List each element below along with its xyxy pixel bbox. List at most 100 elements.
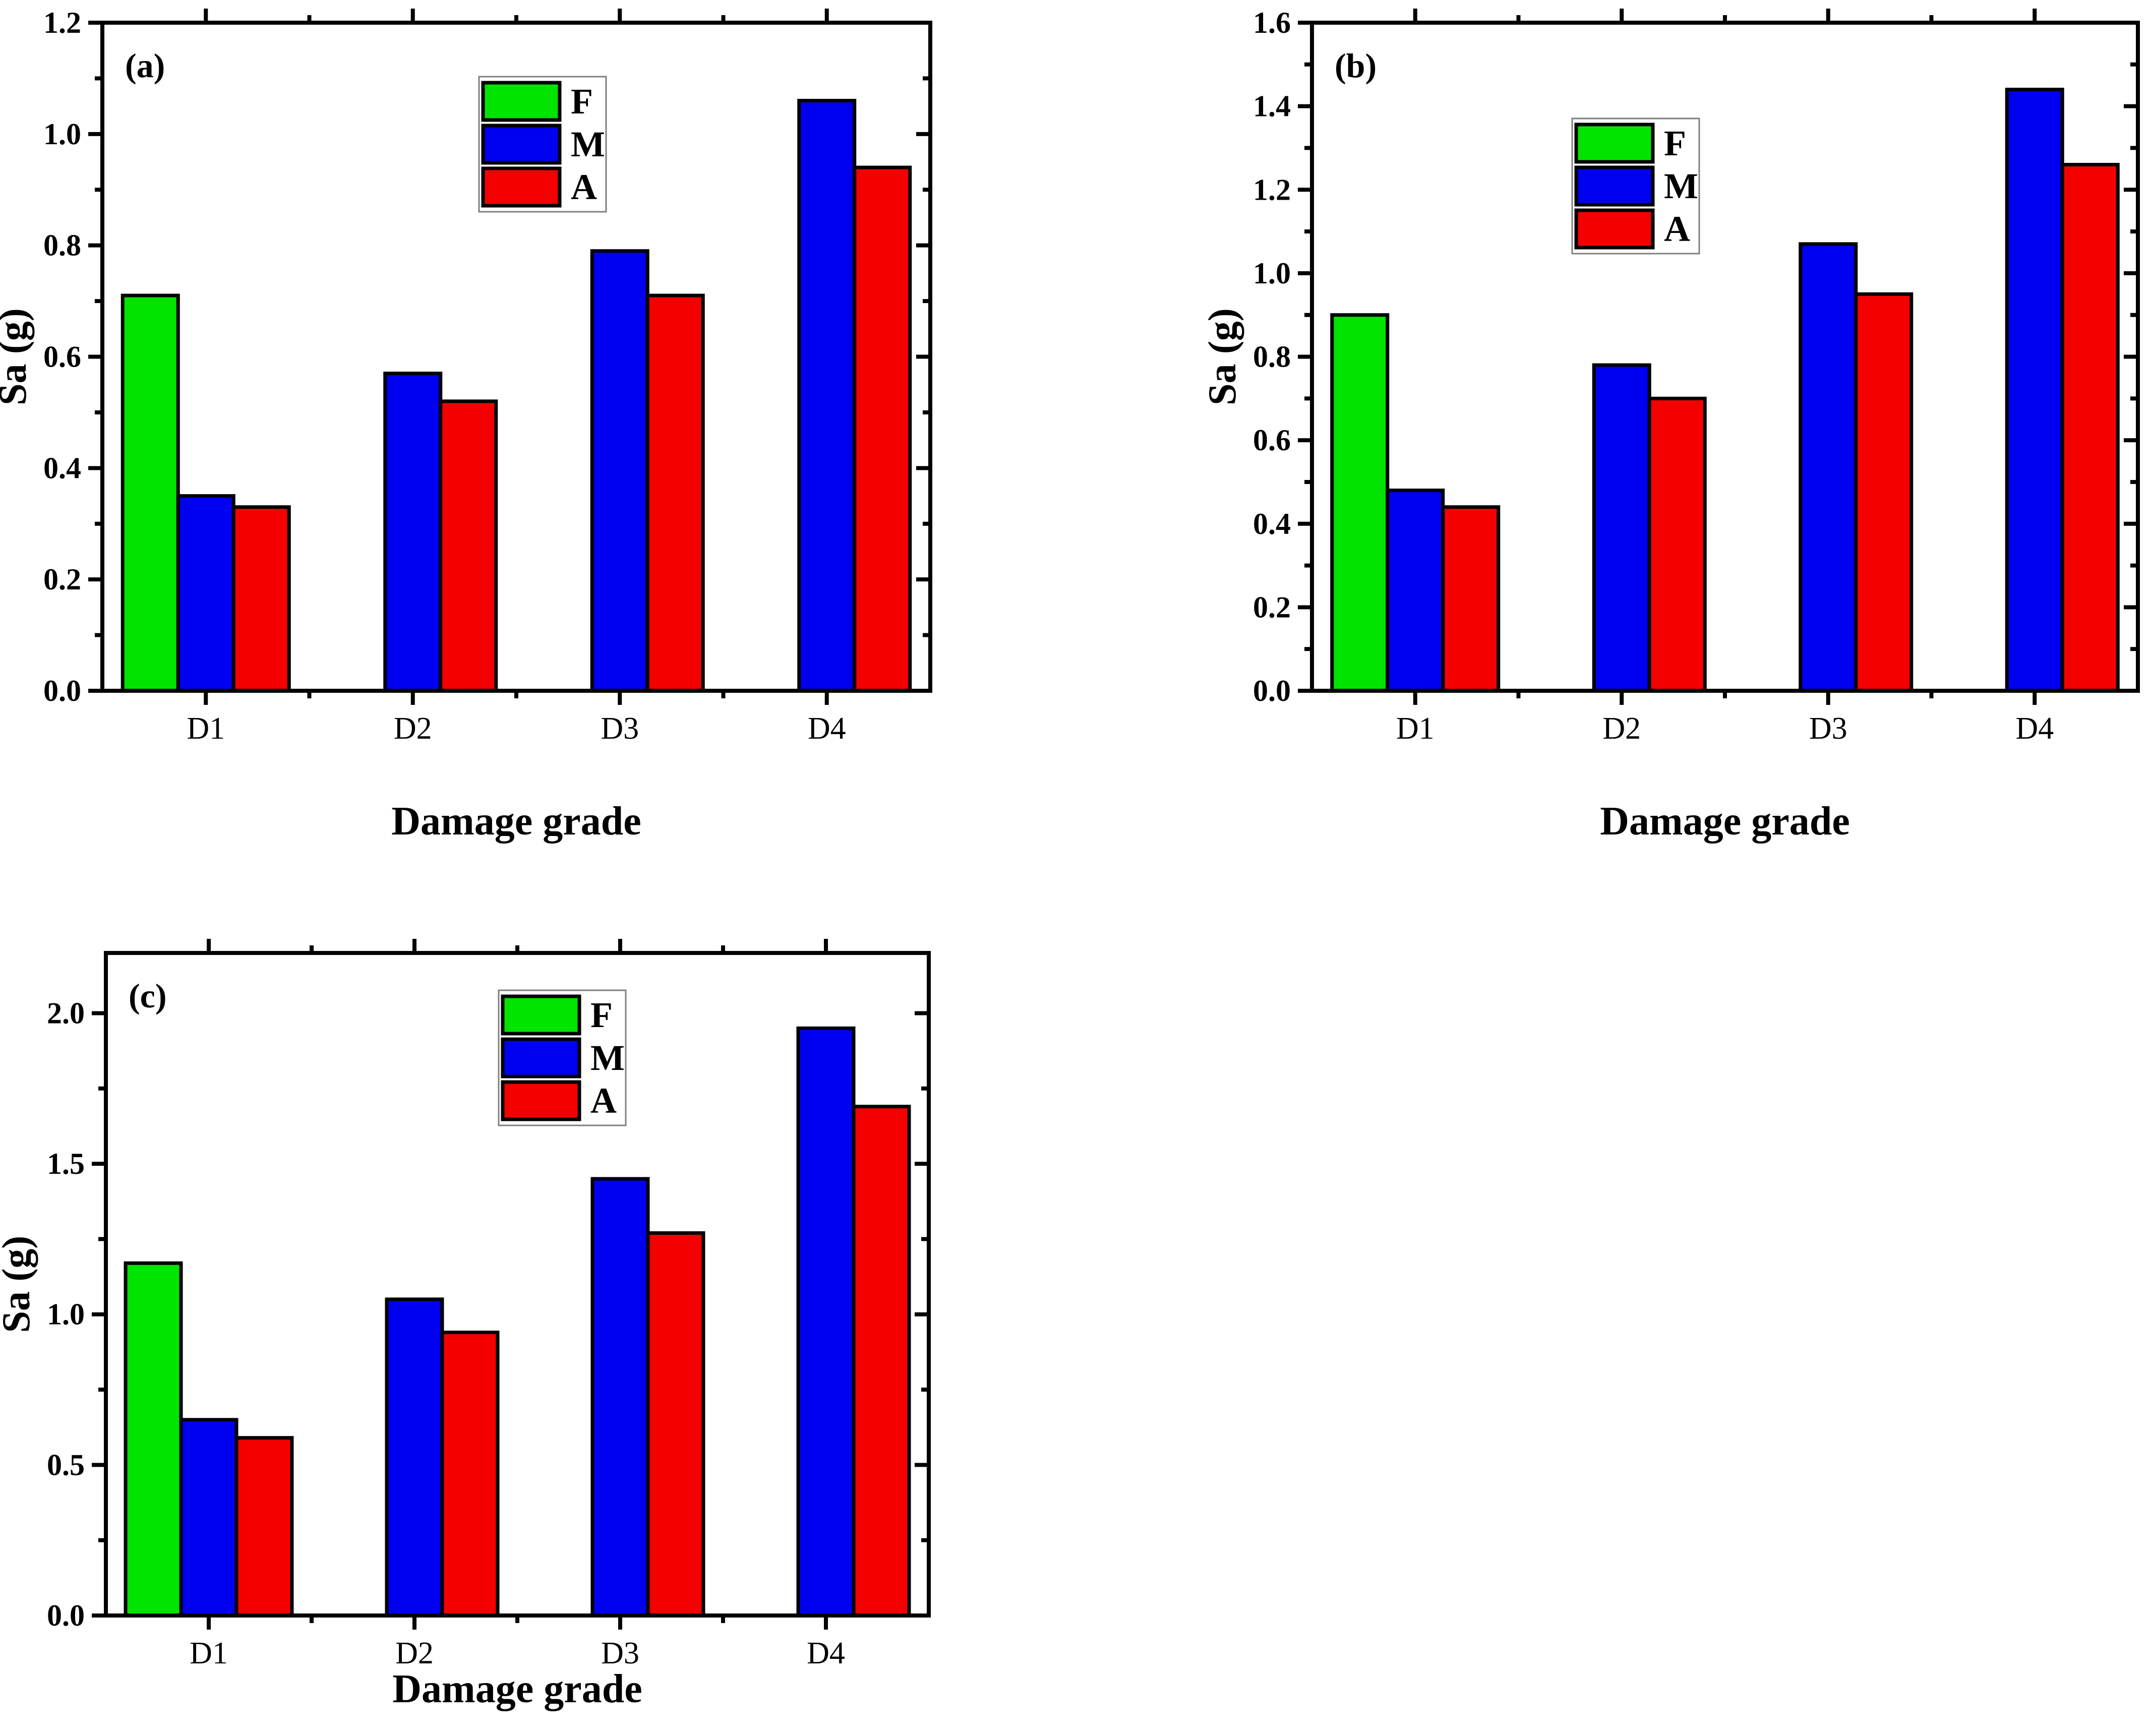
x-axis-title: Damage grade [1600, 799, 1849, 844]
legend-swatch-A [481, 166, 562, 208]
bar-D1-M [1386, 489, 1445, 693]
bar-D1-F [1330, 313, 1390, 693]
bar-D1-F [121, 293, 180, 693]
y-tick-label: 0.6 [43, 340, 81, 374]
legend-label-A: A [590, 1081, 617, 1121]
y-tick-label: 0.8 [43, 229, 81, 262]
bar-D2-A [439, 399, 498, 693]
x-tick-label: D4 [2015, 711, 2054, 746]
bar-D4-M [797, 99, 857, 693]
bar-D2-M [1592, 363, 1651, 693]
panel-label: (c) [129, 977, 166, 1015]
legend-swatch-A [1574, 208, 1655, 250]
legend: FMA [478, 76, 607, 213]
y-tick-label: 1.0 [43, 117, 81, 151]
chart-b: 0.0 0.2 0.4 0.6 0.8 1.0 1.2 1.4 1.6 D1 D2 D3 D4 Damag… [1200, 6, 2140, 844]
y-tick-label: 0.2 [43, 563, 81, 596]
x-tick-label: D4 [807, 1636, 845, 1670]
bar-D4-M [796, 1026, 856, 1618]
y-tick-label: 0.5 [47, 1448, 85, 1481]
legend-swatch-F [501, 994, 581, 1036]
y-axis-title: Sa (g) [0, 308, 34, 405]
y-axis-title: Sa (g) [0, 1236, 38, 1333]
ticks-group [92, 939, 929, 1630]
y-tick-label: 1.0 [47, 1298, 85, 1331]
chart-c: 0.0 0.5 1.0 1.5 2.0 D1 D2 D3 D4 Damage grade Sa (g… [0, 939, 931, 1711]
panel-label: (a) [125, 46, 165, 85]
legend-label-F: F [1664, 123, 1686, 163]
bar-D2-A [440, 1331, 500, 1618]
y-tick-label: 1.2 [1253, 173, 1291, 206]
bar-D4-M [2005, 88, 2064, 693]
y-tick-label: 1.6 [1253, 6, 1291, 39]
y-axis-title: Sa (g) [1200, 308, 1244, 405]
x-tick-label: D1 [190, 1636, 228, 1670]
x-tick-label: D4 [808, 711, 846, 746]
y-tick-label: 1.2 [43, 6, 81, 39]
bar-D4-A [853, 165, 912, 693]
x-tick-label: D3 [601, 1636, 639, 1670]
panel-label: (b) [1335, 46, 1377, 85]
bar-D1-M [176, 494, 235, 693]
bar-D3-M [590, 1177, 650, 1618]
bar-D1-A [231, 505, 291, 693]
x-tick-label: D3 [1809, 711, 1847, 746]
legend-label-M: M [1664, 166, 1698, 206]
bar-D2-M [385, 1297, 444, 1618]
y-tick-label: 0.8 [1253, 340, 1291, 374]
bar-D3-A [646, 1231, 705, 1618]
y-tick-label: 1.4 [1253, 90, 1291, 123]
legend-swatch-M [1574, 165, 1655, 207]
ticks-group [1298, 9, 2138, 705]
y-tick-label: 0.4 [43, 451, 81, 485]
x-axis-title: Damage grade [392, 1667, 642, 1711]
x-tick-label: D3 [601, 711, 639, 746]
y-tick-label: 1.0 [1253, 257, 1291, 290]
legend-swatch-A [501, 1080, 581, 1121]
y-tick-label: 2.0 [47, 996, 85, 1030]
bar-D3-A [645, 293, 705, 693]
legend-label-F: F [571, 81, 593, 122]
bar-D4-A [852, 1105, 911, 1618]
y-tick-label: 0.4 [1253, 507, 1291, 541]
y-tick-label: 0.0 [47, 1599, 85, 1632]
legend: FMA [498, 989, 627, 1126]
legend-swatch-F [1574, 123, 1655, 164]
bar-D4-A [2060, 163, 2120, 693]
bar-D3-A [1854, 292, 1914, 693]
x-tick-label: D2 [395, 1636, 434, 1670]
bars-group [124, 1026, 911, 1618]
bars-group [1330, 88, 2120, 693]
bar-D1-F [124, 1261, 183, 1618]
bar-D1-A [1441, 505, 1501, 693]
legend-swatch-F [481, 81, 562, 122]
bar-D1-A [234, 1436, 294, 1618]
bar-D3-M [1799, 242, 1858, 693]
legend-label-M: M [590, 1038, 625, 1078]
legend-label-M: M [571, 124, 605, 164]
chart-a: 0.0 0.2 0.4 0.6 0.8 1.0 1.2 D1 D2 D3 D4 Damage grad… [0, 6, 932, 844]
y-tick-label: 0.6 [1253, 424, 1291, 457]
y-tick-label: 0.2 [1253, 590, 1291, 624]
legend: FMA [1571, 117, 1700, 255]
legend-swatch-M [481, 124, 562, 165]
bar-D1-M [179, 1418, 238, 1618]
x-tick-label: D2 [1602, 711, 1641, 746]
x-tick-label: D1 [1396, 711, 1435, 746]
y-tick-label: 0.0 [1253, 674, 1291, 707]
legend-label-A: A [571, 167, 597, 207]
bar-D2-M [383, 372, 443, 693]
bar-D2-A [1647, 396, 1707, 693]
y-tick-label: 1.5 [47, 1147, 85, 1180]
y-tick-label: 0.0 [43, 674, 81, 707]
x-tick-label: D1 [187, 711, 225, 746]
x-tick-label: D2 [394, 711, 432, 746]
legend-label-F: F [590, 995, 613, 1035]
legend-label-A: A [1664, 209, 1690, 249]
ticks-group [88, 9, 930, 705]
legend-swatch-M [501, 1037, 581, 1079]
x-axis-title: Damage grade [391, 799, 641, 844]
bar-D3-M [590, 249, 649, 693]
